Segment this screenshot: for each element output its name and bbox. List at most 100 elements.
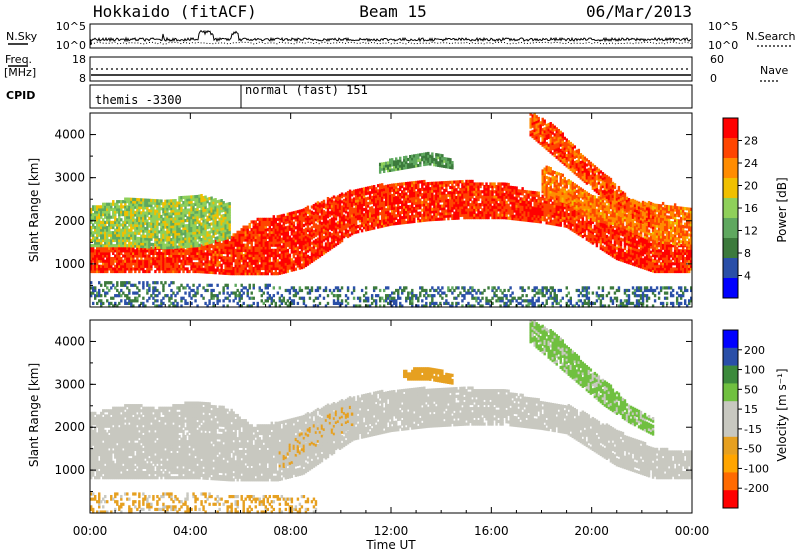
power-cell (146, 259, 149, 263)
power-cell (579, 233, 583, 237)
power-cell (346, 196, 350, 200)
power-cell (238, 233, 241, 237)
power-cell (471, 205, 474, 209)
power-cell (579, 220, 583, 224)
power-cell (186, 236, 189, 241)
power-cell (134, 221, 137, 225)
power-cell (487, 200, 490, 204)
power-cell (465, 203, 468, 207)
power-cell (491, 216, 494, 220)
power-cell (340, 192, 344, 196)
power-cell (647, 252, 651, 256)
power-cell (573, 224, 577, 228)
power-cell (192, 256, 195, 261)
power-cell (210, 255, 213, 259)
power-cell (150, 204, 153, 208)
power-cell (350, 190, 354, 194)
power-cell (587, 236, 591, 240)
power-cell (314, 210, 318, 214)
power-cell (583, 231, 587, 235)
power-cell (393, 196, 396, 200)
power-cell (132, 226, 135, 230)
power-cell (200, 225, 203, 229)
power-cell (246, 264, 249, 268)
power-cell (288, 240, 292, 244)
power-cell (196, 233, 199, 237)
power-cell (192, 249, 195, 253)
power-cell (258, 272, 261, 276)
power-cell (411, 204, 414, 208)
power-cell (513, 199, 516, 203)
power-cell (651, 266, 655, 271)
power-cell (298, 258, 302, 262)
power-cell (393, 185, 396, 190)
power-cell (308, 255, 312, 260)
power-cell (138, 251, 141, 256)
power-cell (150, 206, 153, 210)
power-cell (489, 200, 492, 204)
power-cell (248, 253, 251, 258)
power-cell (395, 198, 398, 202)
power-cell (226, 269, 229, 273)
power-cell (427, 207, 430, 212)
power-cell (298, 230, 302, 234)
power-cell (354, 225, 358, 229)
power-cell (673, 269, 677, 274)
power-cell (294, 215, 298, 220)
power-cell (583, 220, 587, 224)
power-cell (156, 251, 159, 256)
power-cell (455, 198, 458, 202)
power-cell (667, 251, 671, 256)
power-cell (340, 231, 344, 235)
power-cell (202, 257, 205, 261)
power-cell (571, 215, 575, 219)
power-cell (110, 207, 113, 212)
power-cell (186, 208, 189, 212)
power-cell (346, 211, 350, 215)
power-cell (300, 224, 304, 228)
power-cell (324, 244, 328, 249)
power-cell (196, 269, 199, 274)
power-cell (230, 266, 233, 271)
power-cell (386, 205, 390, 209)
power-cell (505, 193, 508, 197)
power-cell (168, 233, 171, 237)
power-cell (150, 201, 153, 205)
power-cell (567, 207, 570, 212)
power-cell (134, 262, 137, 266)
power-cell (629, 233, 633, 237)
power-cell (413, 183, 416, 187)
power-cell (471, 192, 474, 196)
power-cell (374, 200, 378, 204)
power-cell (445, 180, 448, 185)
power-cell (240, 253, 243, 258)
power-cell (344, 202, 348, 206)
power-cell (629, 235, 633, 240)
power-cell (391, 212, 394, 216)
power-cell (533, 196, 536, 200)
power-cell (328, 205, 332, 210)
power-cell (330, 225, 334, 229)
power-cell (104, 249, 107, 253)
power-cell (384, 202, 388, 207)
power-cell (523, 205, 526, 209)
power-cell (244, 235, 247, 240)
power-cell (132, 244, 135, 248)
power-cell (92, 218, 95, 222)
power-cell (334, 225, 338, 229)
power-cell (252, 246, 255, 250)
title-station: Hokkaido (fitACF) (93, 2, 257, 21)
power-cell (190, 218, 193, 222)
power-cell (665, 256, 669, 261)
power-cell (605, 235, 609, 239)
power-cell (645, 251, 649, 256)
power-cell (280, 229, 284, 233)
power-cell (539, 196, 542, 201)
power-cell (599, 231, 603, 235)
power-cell (308, 248, 312, 252)
power-cell (340, 215, 344, 219)
power-cell (202, 219, 205, 223)
power-cell (144, 229, 147, 233)
power-cell (244, 243, 247, 247)
power-cell (535, 217, 538, 221)
